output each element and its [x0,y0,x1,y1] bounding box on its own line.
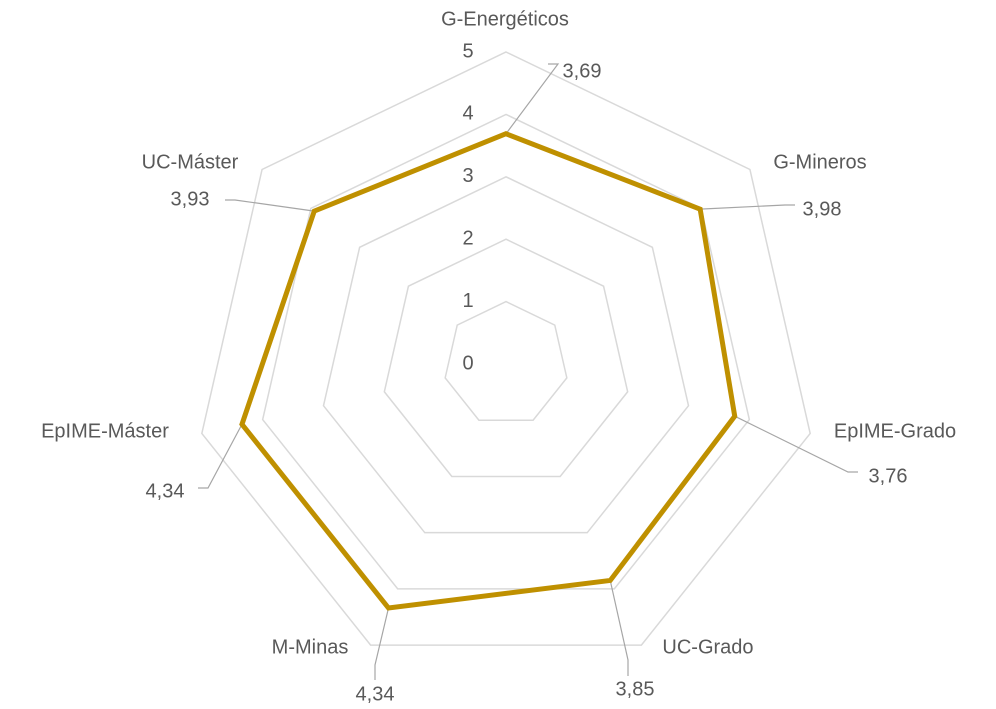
leader-line [609,580,629,676]
category-label: UC-Máster [142,151,239,173]
grid-line [201,51,811,646]
category-label: M-Minas [272,636,349,658]
data-line [239,131,738,611]
grid-line [444,300,568,421]
category-label: G-Mineros [773,151,866,173]
tick-label: 1 [462,290,473,312]
leader-line [700,204,795,210]
leader-line [505,63,560,135]
value-label: 3,98 [803,198,842,220]
tick-label: 0 [462,352,473,374]
tick-label: 5 [462,40,473,62]
tick-label: 2 [462,227,473,249]
tick-label: 4 [462,103,473,125]
tick-label: 3 [462,165,473,187]
value-label: 3,69 [563,60,602,82]
value-label: 4,34 [146,480,185,502]
grid-line [383,238,629,478]
leader-line [198,423,243,489]
category-label: EpIME-Máster [41,420,169,442]
leader-line [225,199,315,212]
category-label: EpIME-Grado [834,420,956,442]
leader-line [734,415,858,473]
value-label: 3,85 [616,678,655,700]
category-label: G-Energéticos [441,8,569,30]
leader-line [374,607,390,680]
category-label: UC-Grado [662,636,753,658]
value-label: 3,76 [869,465,908,487]
grid-line [322,175,690,534]
value-label: 4,34 [356,683,395,705]
value-label: 3,93 [171,188,210,210]
